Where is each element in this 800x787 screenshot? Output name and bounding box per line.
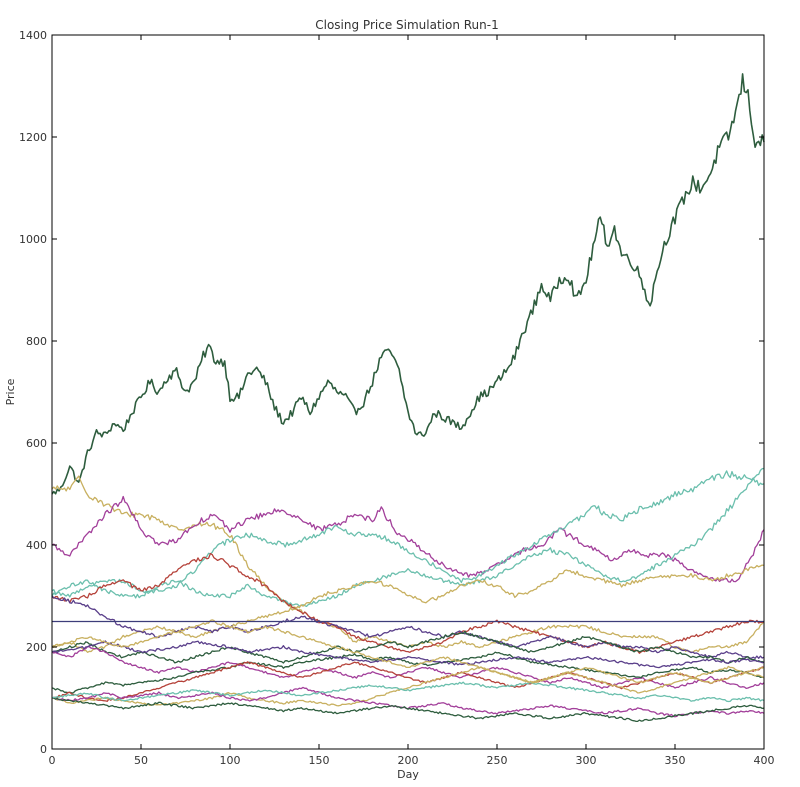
y-tick-label: 400 <box>26 539 47 552</box>
y-tick-label: 800 <box>26 335 47 348</box>
x-tick-label: 400 <box>754 754 775 767</box>
x-tick-label: 300 <box>576 754 597 767</box>
series-line-18 <box>51 619 765 694</box>
y-tick-label: 1200 <box>19 131 47 144</box>
y-axis-ticks: 0 200 400 600 800 1000 1200 1400 <box>19 29 764 756</box>
series-line-15 <box>51 697 765 723</box>
x-tick-label: 200 <box>398 754 419 767</box>
chart-title: Closing Price Simulation Run-1 <box>315 18 498 32</box>
x-tick-label: 150 <box>309 754 330 767</box>
series-layer <box>51 73 765 723</box>
x-axis-ticks: 0 50 100 150 200 250 300 350 400 <box>49 35 775 767</box>
x-axis-label: Day <box>397 768 419 781</box>
y-tick-label: 0 <box>40 743 47 756</box>
y-tick-label: 600 <box>26 437 47 450</box>
series-line-10 <box>51 645 765 690</box>
x-tick-label: 50 <box>134 754 148 767</box>
y-tick-label: 200 <box>26 641 47 654</box>
x-tick-label: 0 <box>49 754 56 767</box>
series-line-13 <box>51 666 765 707</box>
series-line-17 <box>51 640 765 669</box>
y-tick-label: 1000 <box>19 233 47 246</box>
series-line-7 <box>51 564 765 653</box>
series-line-8 <box>51 595 765 659</box>
x-tick-label: 350 <box>665 754 686 767</box>
series-line-11 <box>51 651 765 694</box>
y-tick-label: 1400 <box>19 29 47 42</box>
y-axis-label: Price <box>4 378 17 405</box>
x-tick-label: 250 <box>487 754 508 767</box>
series-line-1 <box>51 73 765 495</box>
x-tick-label: 100 <box>220 754 241 767</box>
series-line-12 <box>51 661 765 702</box>
series-line-4 <box>51 470 765 598</box>
series-line-9 <box>51 630 765 664</box>
series-line-5 <box>51 467 765 608</box>
series-line-16 <box>51 681 765 703</box>
series-line-3 <box>51 495 765 583</box>
